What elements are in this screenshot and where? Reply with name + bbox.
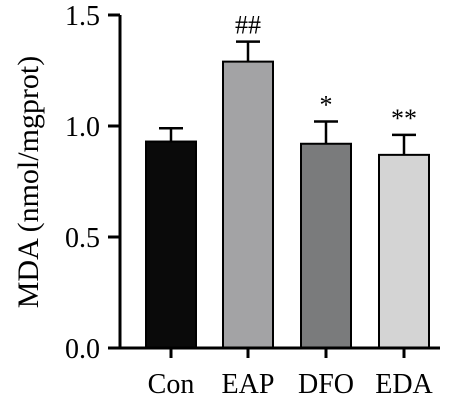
y-tick-label-1: 0.5 xyxy=(65,223,100,254)
y-tick-label-3: 1.5 xyxy=(65,1,100,32)
significance-label-dfo: * xyxy=(320,91,333,120)
x-tick-label-eda: EDA xyxy=(375,369,433,400)
bars-layer: ##* ** xyxy=(145,11,430,350)
x-tick-label-eap: EAP xyxy=(222,369,275,400)
bar-eap xyxy=(222,60,274,350)
bar-dfo xyxy=(300,142,352,349)
y-tick-label-0: 0.0 xyxy=(65,334,100,365)
bar-eda xyxy=(378,153,430,349)
axes-layer: Con EAP DFO EDA 0.0 0.5 1.0 1.5 xyxy=(65,1,440,400)
significance-label-eap: ## xyxy=(235,11,261,40)
bar-con xyxy=(145,140,197,349)
x-tick-label-con: Con xyxy=(148,369,195,400)
y-axis-title: MDA (nmol/mgprot) xyxy=(12,56,45,309)
y-tick-label-2: 1.0 xyxy=(65,112,100,143)
x-tick-label-dfo: DFO xyxy=(298,369,354,400)
significance-label-eda: ** xyxy=(391,104,417,133)
